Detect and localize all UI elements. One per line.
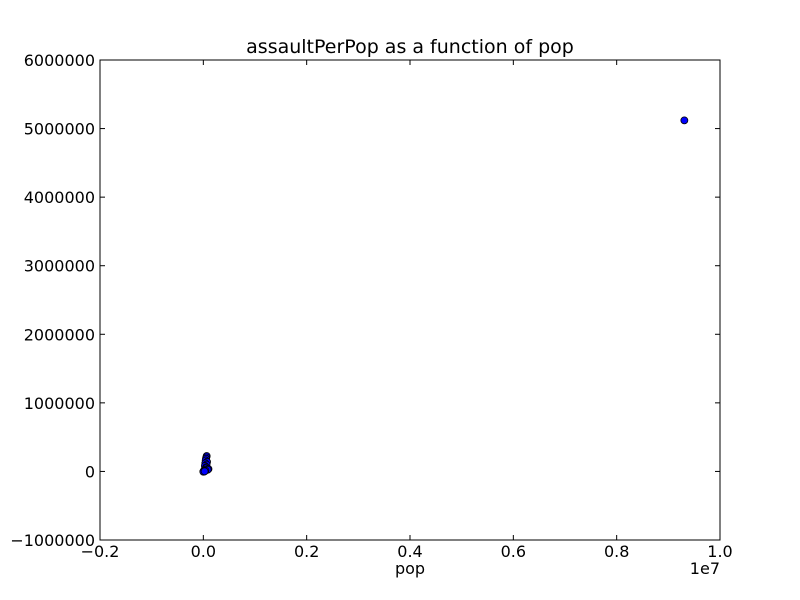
data-points — [199, 116, 689, 476]
y-tick-label: 5000000 — [24, 120, 95, 139]
y-tick-label: 2000000 — [24, 325, 95, 344]
x-axis-label: pop — [395, 559, 425, 578]
y-tick-label: 1000000 — [24, 394, 95, 413]
x-tick-label: 0.4 — [397, 542, 422, 561]
y-tick-label: 3000000 — [24, 257, 95, 276]
y-axis: −1000000 0 1000000 2000000 3000000 4000000 500… — [10, 51, 720, 550]
x-axis-offset-label: 1e7 — [690, 559, 720, 578]
y-tick-label: 6000000 — [24, 51, 95, 70]
data-point — [680, 116, 689, 125]
x-tick-label: 0.2 — [294, 542, 319, 561]
x-tick-label: 0.6 — [501, 542, 526, 561]
y-tick-label: −1000000 — [10, 531, 95, 550]
y-tick-label: 0 — [85, 462, 95, 481]
chart-title: assaultPerPop as a function of pop — [246, 36, 574, 58]
data-point — [200, 467, 209, 476]
x-axis: −0.2 0.0 0.2 0.4 0.6 0.8 1.0 — [81, 60, 733, 561]
x-tick-label: 0.8 — [604, 542, 629, 561]
x-tick-label: −0.2 — [81, 542, 120, 561]
x-tick-label: 1.0 — [707, 542, 732, 561]
y-tick-label: 4000000 — [24, 188, 95, 207]
plot-frame — [99, 59, 721, 541]
x-tick-label: 0.0 — [191, 542, 216, 561]
